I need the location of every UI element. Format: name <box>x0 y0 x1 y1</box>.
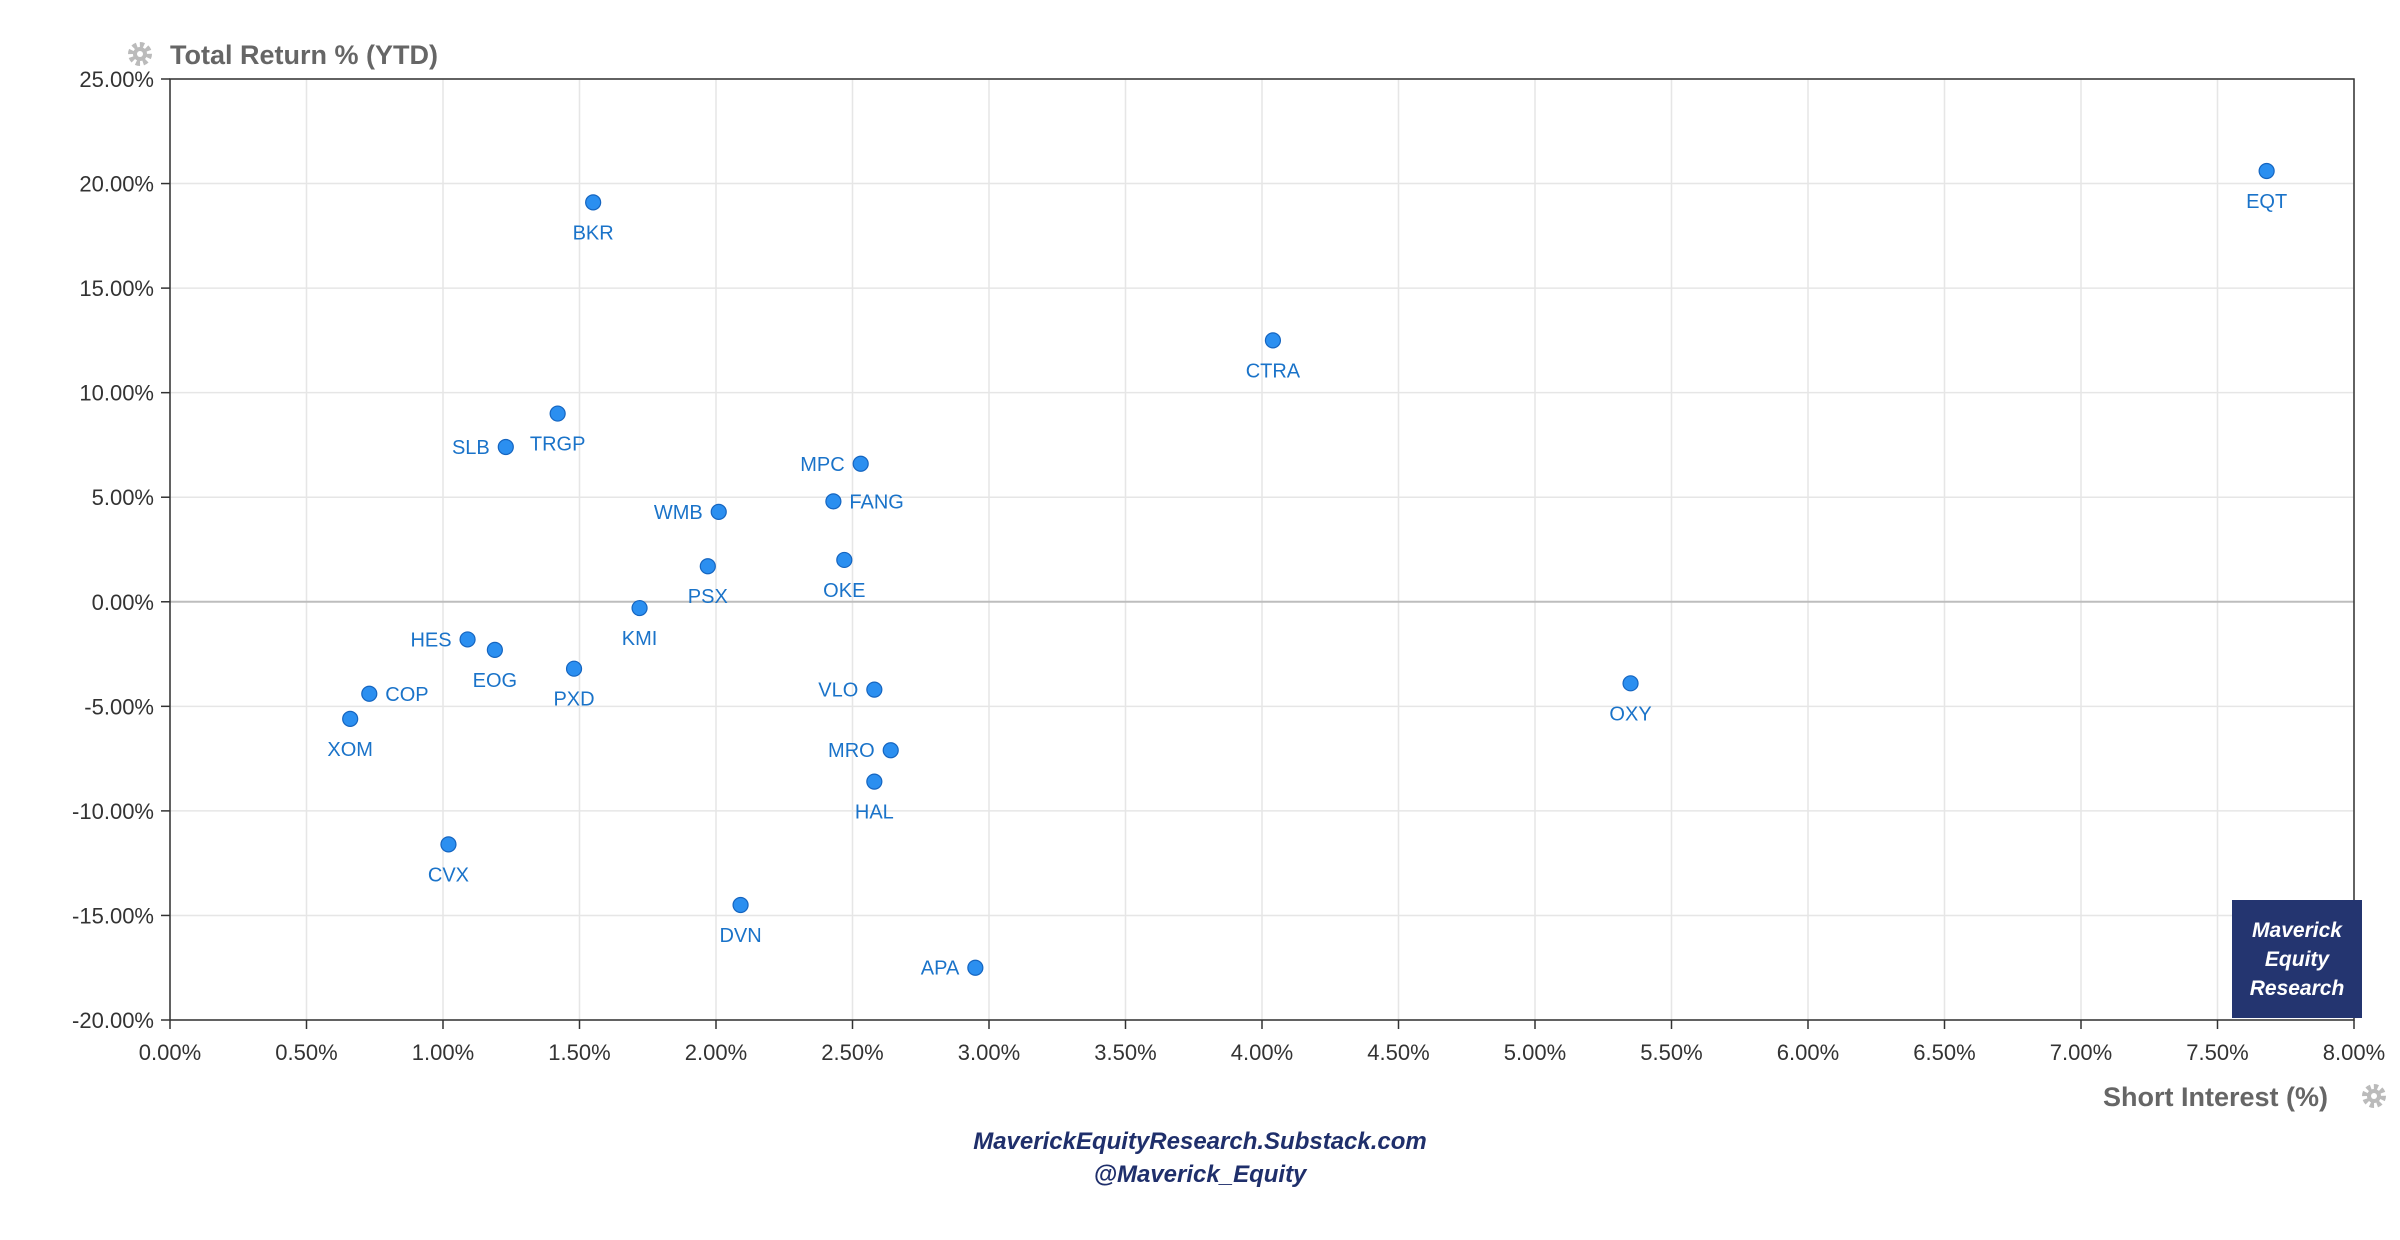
x-tick-label: 7.50% <box>2186 1040 2248 1065</box>
x-tick-label: 1.00% <box>412 1040 474 1065</box>
y-tick-label: 10.00% <box>79 381 154 406</box>
x-tick-label: 6.50% <box>1913 1040 1975 1065</box>
data-point-dvn[interactable] <box>732 896 749 914</box>
data-label-slb: SLB <box>452 437 490 459</box>
data-label-cop: COP <box>385 684 428 706</box>
data-label-wmb: WMB <box>654 502 703 524</box>
x-tick-label: 5.00% <box>1504 1040 1566 1065</box>
y-tick-label: 0.00% <box>92 590 154 615</box>
data-label-oke: OKE <box>823 580 865 602</box>
data-label-psx: PSX <box>688 586 728 608</box>
x-tick-label: 8.00% <box>2323 1040 2385 1065</box>
data-point-pxd[interactable] <box>565 660 583 677</box>
x-tick-label: 0.00% <box>139 1040 201 1065</box>
data-label-apa: APA <box>921 958 960 980</box>
data-point-psx[interactable] <box>699 558 716 575</box>
x-tick-label: 2.50% <box>821 1040 883 1065</box>
data-point-eog[interactable] <box>486 641 503 658</box>
y-tick-label: -15.00% <box>72 903 154 928</box>
data-label-fang: FANG <box>849 491 903 513</box>
data-point-kmi[interactable] <box>631 599 648 617</box>
logo-line-1: Maverick <box>2252 918 2342 942</box>
logo-line-2: Equity <box>2264 947 2330 971</box>
data-label-trgp: TRGP <box>530 434 586 456</box>
data-label-bkr: BKR <box>573 222 614 244</box>
y-tick-label: 20.00% <box>79 172 154 197</box>
data-point-oxy[interactable] <box>1622 675 1639 692</box>
data-point-bkr[interactable] <box>585 194 602 211</box>
data-point-vlo[interactable] <box>866 681 883 698</box>
x-tick-label: 5.50% <box>1640 1040 1702 1065</box>
x-tick-label: 4.50% <box>1367 1040 1429 1065</box>
data-point-wmb[interactable] <box>710 503 727 520</box>
data-label-pxd: PXD <box>553 689 594 711</box>
data-label-ctra: CTRA <box>1246 360 1301 382</box>
plot-frame <box>169 78 2355 1021</box>
data-label-kmi: KMI <box>622 628 658 650</box>
data-point-cvx[interactable] <box>440 836 457 853</box>
y-tick-label: -10.00% <box>72 799 154 824</box>
data-label-cvx: CVX <box>428 864 469 886</box>
y-axis-settings-gear-icon[interactable] <box>128 42 152 66</box>
data-label-eqt: EQT <box>2246 191 2287 213</box>
data-label-dvn: DVN <box>719 925 761 947</box>
data-label-mro: MRO <box>828 740 875 762</box>
grid-lines <box>169 78 2355 1021</box>
x-tick-label: 2.00% <box>685 1040 747 1065</box>
data-label-hal: HAL <box>855 802 894 824</box>
x-tick-label: 3.00% <box>958 1040 1020 1065</box>
y-tick-label: 5.00% <box>92 485 154 510</box>
data-point-oke[interactable] <box>836 551 853 569</box>
data-point-apa[interactable] <box>967 959 984 976</box>
maverick-equity-research-logo: Maverick Equity Research <box>2232 900 2362 1018</box>
y-tick-labels: 25.00% 20.00% 15.00% 10.00% 5.00% 0.00% -5.00%… <box>72 67 154 1033</box>
data-point-hes[interactable] <box>459 631 476 648</box>
data-point-eqt[interactable] <box>2258 162 2275 180</box>
data-point-fang[interactable] <box>825 493 842 510</box>
data-label-oxy: OXY <box>1609 703 1651 725</box>
y-tick-label: 25.00% <box>79 67 154 92</box>
data-point-cop[interactable] <box>361 685 378 702</box>
y-axis-title: Total Return % (YTD) <box>170 40 438 70</box>
data-point-slb[interactable] <box>497 438 514 456</box>
data-point-hal[interactable] <box>866 773 883 790</box>
x-tick-label: 6.00% <box>1777 1040 1839 1065</box>
x-tick-label: 7.00% <box>2050 1040 2112 1065</box>
x-tick-label: 3.50% <box>1094 1040 1156 1065</box>
x-tick-label: 0.50% <box>275 1040 337 1065</box>
x-tick-labels: 0.00% 0.50% 1.00% 1.50% 2.00% 2.50% 3.00% 3.50%… <box>139 1040 2385 1065</box>
footer-website: MaverickEquityResearch.Substack.com <box>973 1128 1427 1155</box>
x-tick-label: 1.50% <box>548 1040 610 1065</box>
logo-line-3: Research <box>2249 976 2345 1000</box>
y-tick-label: -5.00% <box>84 694 154 719</box>
y-tick-label: 15.00% <box>79 276 154 301</box>
data-point-trgp[interactable] <box>549 405 566 422</box>
data-point-mpc[interactable] <box>852 455 869 472</box>
data-label-xom: XOM <box>327 739 373 761</box>
data-label-hes: HES <box>410 629 451 651</box>
x-axis-settings-gear-icon[interactable] <box>2362 1084 2386 1108</box>
data-label-vlo: VLO <box>818 680 858 702</box>
x-axis-title: Short Interest (%) <box>2103 1082 2328 1112</box>
data-point-ctra[interactable] <box>1264 332 1282 349</box>
footer-handle: @Maverick_Equity <box>1093 1161 1307 1188</box>
data-point-xom[interactable] <box>342 710 359 727</box>
data-label-eog: EOG <box>473 670 517 692</box>
x-tick-label: 4.00% <box>1231 1040 1293 1065</box>
data-point-mro[interactable] <box>882 742 899 759</box>
axes <box>161 78 2355 1029</box>
y-tick-label: -20.00% <box>72 1008 154 1033</box>
data-label-mpc: MPC <box>800 454 844 476</box>
